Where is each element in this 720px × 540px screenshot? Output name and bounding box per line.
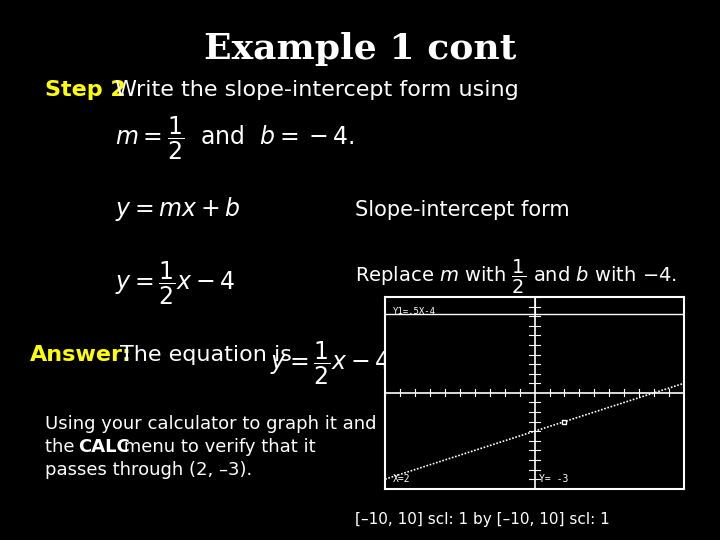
Text: the: the [45,438,80,456]
Text: Y= -3: Y= -3 [539,474,569,484]
Text: The equation is: The equation is [120,345,292,365]
Text: $y = \dfrac{1}{2}x - 4$: $y = \dfrac{1}{2}x - 4$ [115,260,235,307]
Text: Answer:: Answer: [30,345,132,365]
Text: Replace $m$ with $\dfrac{1}{2}$ and $b$ with $-4.$: Replace $m$ with $\dfrac{1}{2}$ and $b$ … [355,258,677,296]
Text: $m = \dfrac{1}{2}$  and  $b = -4.$: $m = \dfrac{1}{2}$ and $b = -4.$ [115,115,354,163]
Text: passes through (2, –3).: passes through (2, –3). [45,461,252,479]
Text: $y = mx + b$: $y = mx + b$ [115,195,240,223]
Text: Using your calculator to graph it and: Using your calculator to graph it and [45,415,377,433]
Text: Write the slope-intercept form using: Write the slope-intercept form using [115,80,518,100]
Text: Slope-intercept form: Slope-intercept form [355,200,570,220]
Text: $y = \dfrac{1}{2}x - 4.$: $y = \dfrac{1}{2}x - 4.$ [270,340,397,387]
Text: Example 1 cont: Example 1 cont [204,32,516,66]
Text: X=2: X=2 [392,474,410,484]
Text: Y1=.5X-4: Y1=.5X-4 [392,307,436,315]
Text: Step 2: Step 2 [45,80,126,100]
Text: menu to verify that it: menu to verify that it [118,438,315,456]
Text: [–10, 10] scl: 1 by [–10, 10] scl: 1: [–10, 10] scl: 1 by [–10, 10] scl: 1 [355,512,610,527]
Text: CALC: CALC [78,438,130,456]
